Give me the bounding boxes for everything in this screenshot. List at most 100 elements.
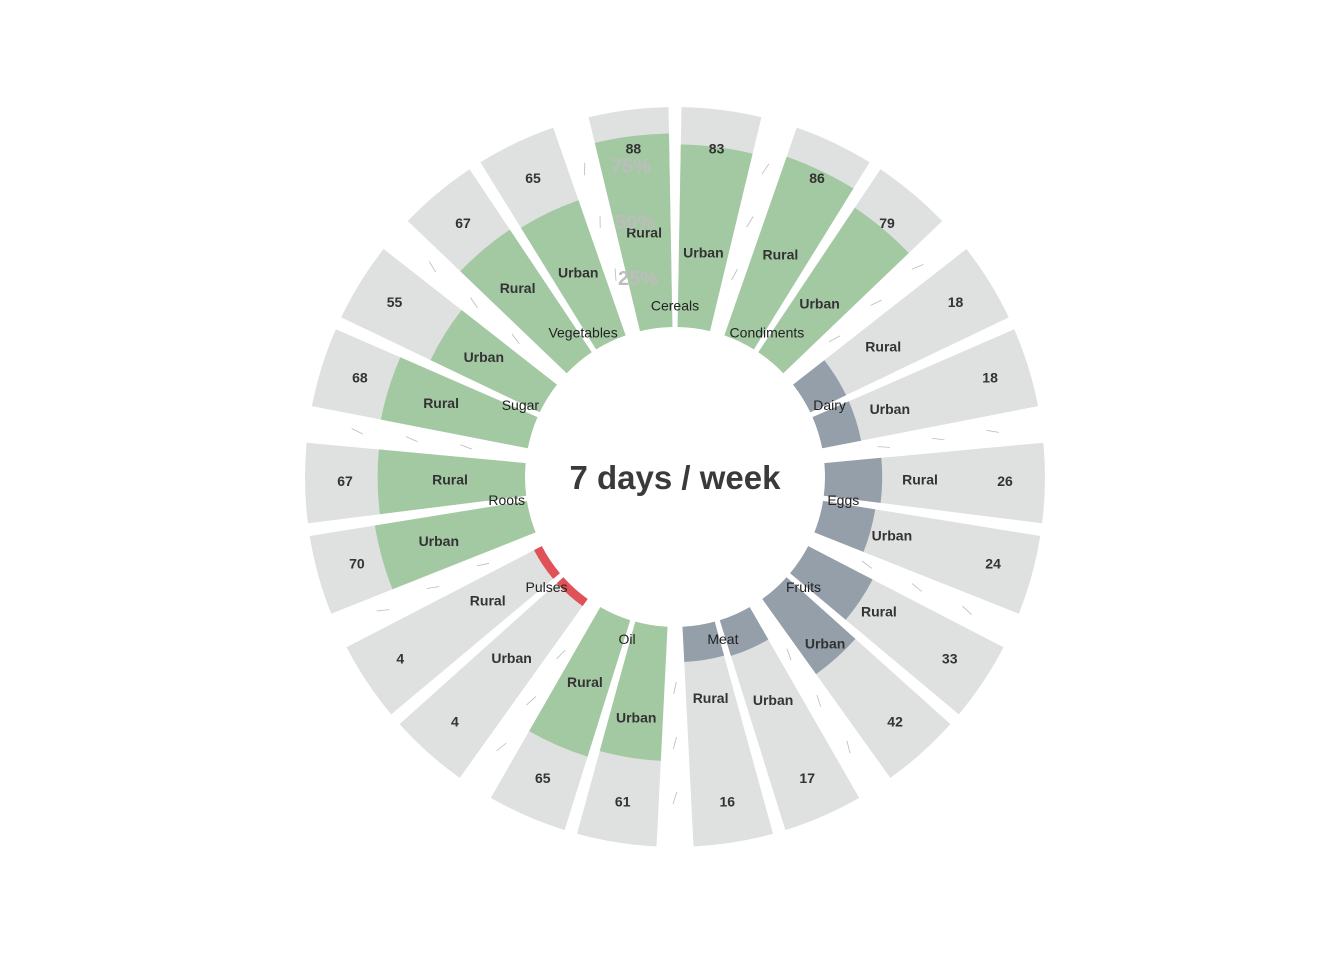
tick-marks bbox=[351, 162, 999, 805]
value-label-sugar-rural: 68 bbox=[352, 370, 368, 386]
bars-layer bbox=[305, 107, 1045, 847]
category-label-vegetables: Vegetables bbox=[548, 325, 617, 341]
group-label-eggs-urban: Urban bbox=[872, 528, 912, 544]
chart-title: 7 days / week bbox=[570, 459, 782, 496]
bar-background-dairy-urban bbox=[812, 329, 1039, 449]
scale-labels: 25% 50% 75% bbox=[611, 156, 658, 290]
group-label-cereals-rural: Rural bbox=[626, 225, 662, 241]
bar-pulses-rural bbox=[534, 546, 560, 579]
group-label-pulses-urban: Urban bbox=[491, 650, 531, 666]
value-label-dairy-rural: 18 bbox=[948, 294, 964, 310]
labels-layer: 88 Rural 83 Urban Cereals 86 Rural 79 Urban Condi… bbox=[337, 140, 1013, 809]
bar-vegetables-rural bbox=[460, 229, 592, 374]
group-label-meat-urban: Urban bbox=[753, 692, 793, 708]
group-label-dairy-urban: Urban bbox=[870, 401, 910, 417]
tick-mark bbox=[786, 648, 792, 661]
bar-background-pulses-urban bbox=[399, 577, 588, 778]
group-label-condiments-urban: Urban bbox=[799, 295, 839, 311]
group-label-fruits-rural: Rural bbox=[861, 604, 897, 620]
value-label-oil-urban: 61 bbox=[615, 794, 631, 810]
tick-mark bbox=[816, 694, 822, 707]
tick-mark bbox=[911, 583, 922, 592]
bar-cereals-urban bbox=[677, 144, 753, 332]
category-label-cereals: Cereals bbox=[651, 298, 699, 314]
value-label-fruits-urban: 42 bbox=[887, 714, 903, 730]
bar-background-meat-rural bbox=[682, 621, 773, 847]
group-label-cereals-urban: Urban bbox=[683, 245, 723, 261]
category-label-pulses: Pulses bbox=[525, 579, 567, 595]
bar-sugar-urban bbox=[430, 310, 557, 413]
tick-mark bbox=[672, 736, 677, 750]
tick-mark bbox=[672, 791, 678, 805]
tick-mark bbox=[877, 446, 891, 448]
bar-sugar-rural bbox=[380, 357, 538, 449]
bar-eggs-rural bbox=[823, 457, 883, 503]
tick-mark bbox=[673, 681, 677, 695]
tick-mark bbox=[962, 605, 972, 615]
scale-label-75: 75% bbox=[611, 156, 651, 178]
value-label-cereals-urban: 83 bbox=[709, 140, 725, 156]
group-label-vegetables-urban: Urban bbox=[558, 265, 598, 281]
tick-mark bbox=[870, 299, 882, 306]
value-label-oil-rural: 65 bbox=[535, 770, 551, 786]
tick-mark bbox=[986, 429, 999, 433]
group-label-roots-rural: Rural bbox=[432, 471, 468, 487]
scale-label-50: 50% bbox=[615, 212, 655, 234]
group-label-meat-rural: Rural bbox=[693, 690, 729, 706]
tick-mark bbox=[614, 268, 617, 281]
bar-fruits-rural bbox=[790, 546, 873, 620]
group-label-sugar-rural: Rural bbox=[423, 395, 459, 411]
tick-mark bbox=[556, 649, 566, 660]
category-label-condiments: Condiments bbox=[730, 325, 805, 341]
value-label-meat-rural: 16 bbox=[720, 794, 736, 810]
bar-fruits-urban bbox=[762, 577, 856, 675]
value-label-fruits-rural: 33 bbox=[942, 651, 958, 667]
value-label-eggs-urban: 24 bbox=[985, 556, 1001, 572]
tick-mark bbox=[932, 438, 945, 441]
group-label-eggs-rural: Rural bbox=[902, 472, 938, 488]
bar-meat-rural bbox=[682, 621, 725, 662]
group-label-vegetables-rural: Rural bbox=[500, 280, 536, 296]
category-label-eggs: Eggs bbox=[827, 492, 859, 508]
category-label-roots: Roots bbox=[488, 492, 525, 508]
tick-mark bbox=[460, 444, 473, 450]
value-label-vegetables-urban: 65 bbox=[525, 170, 541, 186]
bar-eggs-urban bbox=[814, 500, 876, 552]
bar-roots-urban bbox=[374, 500, 536, 590]
category-label-meat: Meat bbox=[707, 631, 738, 647]
bar-dairy-urban bbox=[812, 401, 862, 449]
tick-mark bbox=[511, 333, 520, 344]
scale-label-25: 25% bbox=[618, 268, 658, 290]
group-label-pulses-rural: Rural bbox=[470, 592, 506, 608]
tick-mark bbox=[828, 335, 841, 343]
bar-vegetables-urban bbox=[520, 200, 626, 350]
value-label-pulses-rural: 4 bbox=[396, 651, 404, 667]
category-label-dairy: Dairy bbox=[813, 397, 846, 413]
group-label-fruits-urban: Urban bbox=[805, 635, 845, 651]
value-label-condiments-urban: 79 bbox=[879, 215, 895, 231]
bar-cereals-rural bbox=[594, 133, 673, 332]
value-label-pulses-urban: 4 bbox=[451, 714, 459, 730]
bar-oil-urban bbox=[599, 621, 668, 761]
value-label-sugar-urban: 55 bbox=[387, 294, 403, 310]
value-label-roots-urban: 70 bbox=[349, 556, 365, 572]
bar-background-meat-urban bbox=[719, 607, 860, 831]
tick-mark bbox=[405, 436, 418, 442]
group-label-dairy-rural: Rural bbox=[865, 339, 901, 355]
tick-mark bbox=[746, 216, 754, 228]
group-label-oil-urban: Urban bbox=[616, 710, 656, 726]
value-label-eggs-rural: 26 bbox=[997, 473, 1013, 489]
group-label-oil-rural: Rural bbox=[567, 674, 603, 690]
tick-mark bbox=[731, 269, 738, 281]
bar-pulses-urban bbox=[556, 577, 588, 607]
tick-mark bbox=[376, 609, 390, 612]
tick-mark bbox=[846, 740, 851, 754]
bar-background-pulses-rural bbox=[346, 546, 560, 715]
value-label-dairy-urban: 18 bbox=[982, 370, 998, 386]
bar-condiments-urban bbox=[758, 207, 909, 374]
bar-condiments-rural bbox=[724, 156, 854, 350]
value-label-meat-urban: 17 bbox=[799, 770, 815, 786]
group-label-condiments-rural: Rural bbox=[763, 247, 799, 263]
tick-mark bbox=[477, 562, 490, 567]
